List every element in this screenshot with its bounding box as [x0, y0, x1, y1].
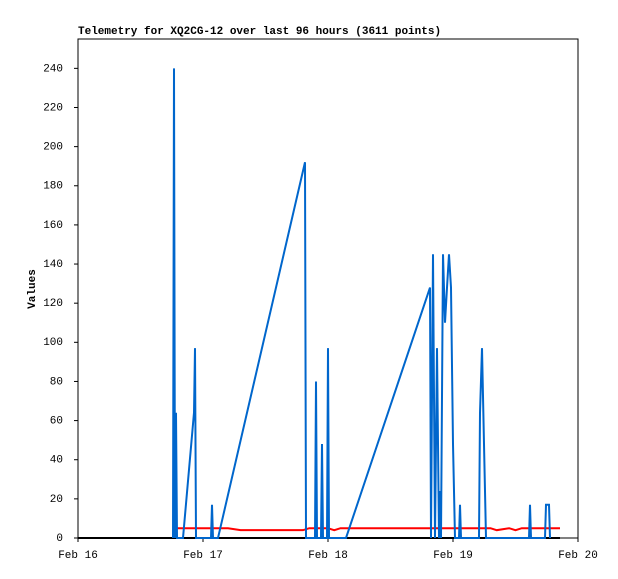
- chart-title: Telemetry for XQ2CG-12 over last 96 hour…: [78, 26, 441, 38]
- y-tick-label: 220: [43, 102, 63, 114]
- y-tick-label: 20: [50, 494, 63, 506]
- y-tick-label: 100: [43, 337, 63, 349]
- series-line: [175, 527, 560, 532]
- x-tick-label: Feb 19: [433, 550, 473, 562]
- x-tick-label: Feb 20: [558, 550, 598, 562]
- y-axis-label: Values: [27, 269, 39, 309]
- x-tick-label: Feb 16: [58, 550, 98, 562]
- x-tick-label: Feb 18: [308, 550, 348, 562]
- y-tick-label: 60: [50, 415, 63, 427]
- y-tick-label: 80: [50, 376, 63, 388]
- x-tick-label: Feb 17: [183, 550, 223, 562]
- y-tick-label: 120: [43, 298, 63, 310]
- y-tick-label: 240: [43, 63, 63, 75]
- y-tick-label: 180: [43, 181, 63, 193]
- y-tick-label: 40: [50, 455, 63, 467]
- y-tick-label: 160: [43, 220, 63, 232]
- y-tick-label: 0: [56, 533, 63, 545]
- series-line: [172, 68, 551, 539]
- y-tick-label: 200: [43, 142, 63, 154]
- y-tick-label: 140: [43, 259, 63, 271]
